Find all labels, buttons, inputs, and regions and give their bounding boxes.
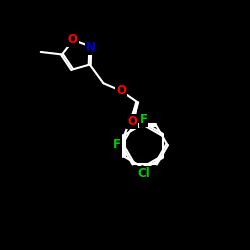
Text: N: N bbox=[86, 40, 96, 54]
Text: F: F bbox=[140, 113, 147, 126]
Text: Cl: Cl bbox=[137, 167, 150, 180]
Text: O: O bbox=[68, 33, 78, 46]
Text: F: F bbox=[113, 138, 121, 151]
Text: O: O bbox=[127, 115, 137, 128]
Text: O: O bbox=[116, 84, 126, 97]
